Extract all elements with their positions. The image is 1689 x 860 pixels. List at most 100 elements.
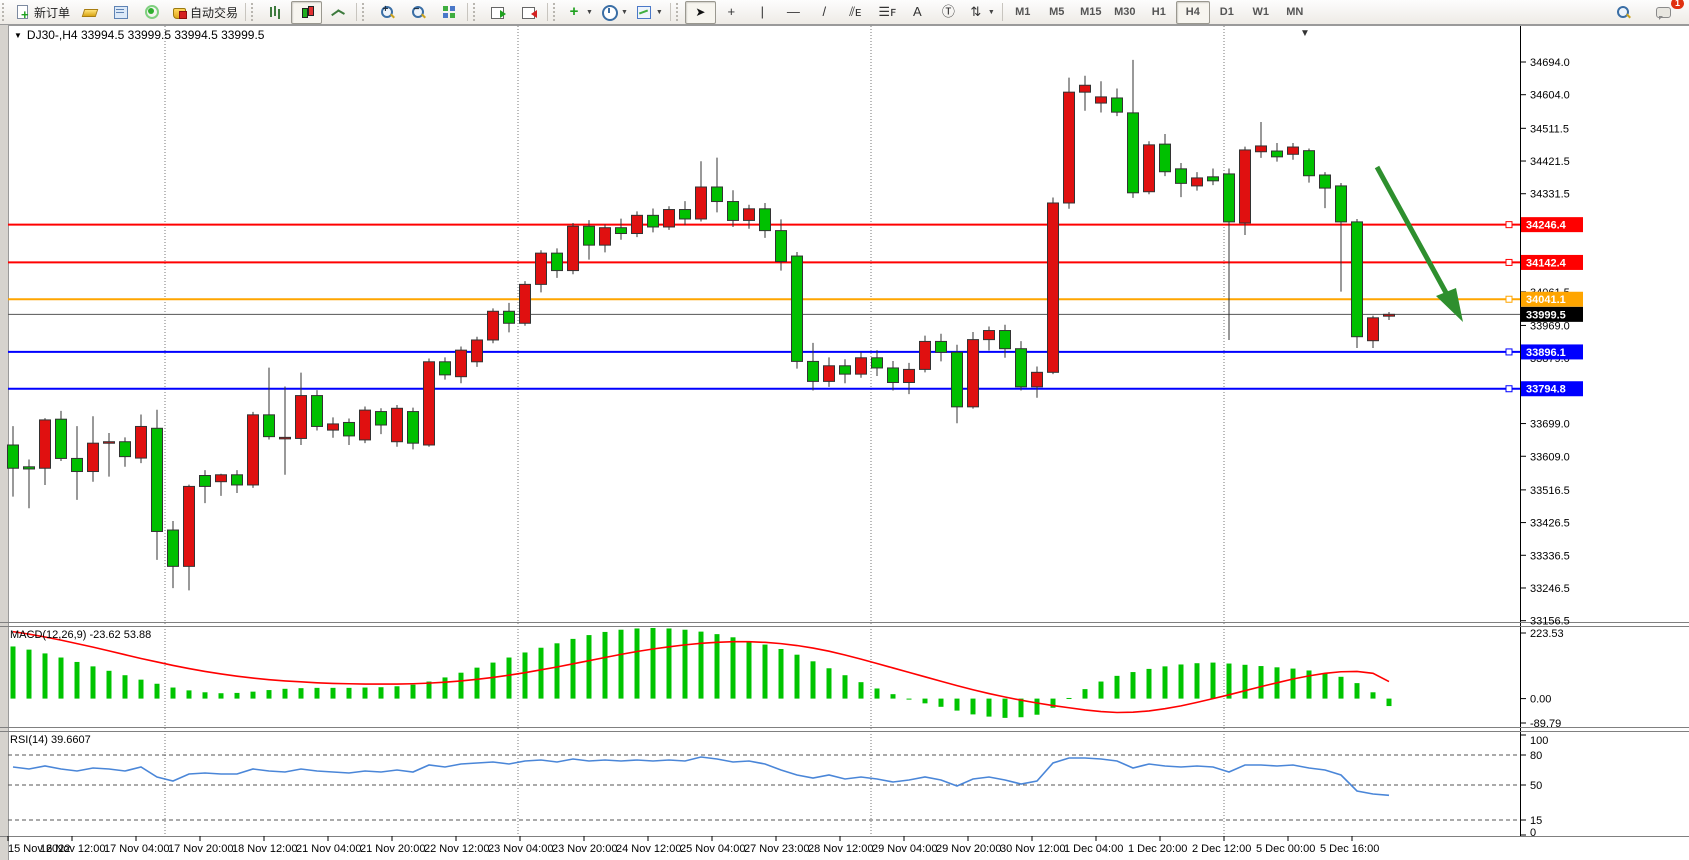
crosshair-button[interactable]: +: [716, 1, 747, 24]
horizontal-level-lines[interactable]: [8, 221, 1520, 393]
text-icon: A: [913, 4, 922, 19]
svg-text:29 Nov 20:00: 29 Nov 20:00: [936, 843, 1001, 855]
svg-text:33969.0: 33969.0: [1530, 320, 1570, 332]
templates-button[interactable]: ▼: [632, 1, 667, 24]
search-button[interactable]: [1607, 1, 1638, 24]
candlestick-chart-button[interactable]: [291, 0, 323, 24]
chart-symbol-period: DJ30-,H4: [26, 28, 78, 42]
svg-text:33336.5: 33336.5: [1530, 550, 1570, 562]
candlestick-series: [7, 59, 1395, 591]
equidistant-channel-button[interactable]: ⫽ᴇ: [840, 1, 871, 24]
chart-title-bar[interactable]: ▼ DJ30-,H4 33994.5 33999.5 33994.5 33999.…: [14, 28, 264, 42]
periods-dropdown-icon[interactable]: ▼: [620, 8, 628, 16]
timeframe-w1-button[interactable]: W1: [1252, 6, 1270, 18]
signals-icon: [144, 4, 160, 20]
bar-chart-button[interactable]: [260, 1, 291, 24]
zoom-out-button[interactable]: −: [402, 1, 433, 24]
svg-text:5 Dec 00:00: 5 Dec 00:00: [1256, 843, 1315, 855]
svg-text:1 Dec 04:00: 1 Dec 04:00: [1064, 843, 1123, 855]
tile-windows-icon: [441, 4, 457, 20]
macd-axis[interactable]: 223.53 0.00 -89.79: [1520, 628, 1564, 730]
arrows-icon: ⇅: [970, 4, 982, 19]
chart-shift-marker[interactable]: ▼: [1300, 28, 1310, 39]
fibonacci-button[interactable]: ☰ꜰ: [871, 1, 902, 24]
svg-text:0.00: 0.00: [1530, 694, 1551, 706]
timeframe-h1-button[interactable]: H1: [1151, 6, 1166, 18]
svg-text:27 Nov 23:00: 27 Nov 23:00: [744, 843, 809, 855]
chart-ohlc-quote: 33994.5 33999.5 33994.5 33999.5: [80, 28, 265, 42]
timeframe-m5-button[interactable]: M5: [1049, 6, 1065, 18]
cursor-button[interactable]: ➤: [684, 0, 716, 24]
rsi-axis[interactable]: 100 80 50 150: [1520, 734, 1548, 839]
tile-windows-button[interactable]: [433, 1, 464, 24]
zoom-in-button[interactable]: +: [371, 1, 402, 24]
horizontal-line-button[interactable]: —: [778, 1, 809, 24]
periods-icon: [601, 4, 618, 21]
svg-text:33609.0: 33609.0: [1530, 451, 1570, 463]
indicators-dropdown-icon[interactable]: ▼: [586, 8, 593, 16]
signals-button[interactable]: [136, 1, 167, 24]
svg-text:17 Nov 20:00: 17 Nov 20:00: [168, 843, 233, 855]
auto-trading-button[interactable]: 自动交易: [167, 1, 242, 24]
macd-label: MACD(12,26,9) -23.62 53.88: [10, 629, 151, 641]
gold-button[interactable]: [74, 1, 105, 24]
toolbar-separator: [547, 3, 549, 21]
arrows-dropdown-icon[interactable]: ▼: [987, 8, 995, 16]
fibonacci-icon: ☰ꜰ: [878, 4, 897, 19]
timeframe-h4-button[interactable]: H4: [1175, 0, 1210, 24]
text-label-button[interactable]: Ⓣ: [933, 1, 964, 24]
crosshair-icon: +: [727, 4, 736, 19]
auto-trading-icon: [171, 4, 188, 20]
timeframe-m30-button[interactable]: M30: [1114, 6, 1136, 18]
chat-icon: [1655, 4, 1672, 20]
bar-chart-icon: [268, 4, 284, 20]
metaeditor-button[interactable]: [105, 1, 136, 24]
auto-trading-label: 自动交易: [190, 5, 239, 20]
svg-text:34604.0: 34604.0: [1530, 90, 1570, 102]
svg-text:2 Dec 12:00: 2 Dec 12:00: [1192, 843, 1251, 855]
vertical-line-button[interactable]: |: [747, 1, 778, 24]
svg-text:25 Nov 04:00: 25 Nov 04:00: [680, 843, 745, 855]
trend-line-button[interactable]: /: [809, 1, 840, 24]
svg-text:34694.0: 34694.0: [1530, 57, 1570, 69]
svg-text:-89.79: -89.79: [1530, 718, 1561, 730]
arrows-button[interactable]: ⇅ ▼: [964, 1, 999, 24]
toolbar-right: 1: [1607, 0, 1684, 24]
line-chart-button[interactable]: [322, 1, 353, 24]
svg-text:33516.5: 33516.5: [1530, 485, 1570, 497]
text-button[interactable]: A: [902, 1, 933, 24]
rsi-label: RSI(14) 39.6607: [10, 734, 91, 746]
svg-text:23 Nov 04:00: 23 Nov 04:00: [488, 843, 553, 855]
timeframe-mn-button[interactable]: MN: [1286, 6, 1304, 18]
indicators-button[interactable]: + ▼: [562, 1, 597, 24]
rsi-pane: RSI(14) 39.6607: [8, 734, 1520, 821]
new-order-label: 新订单: [34, 5, 71, 20]
svg-text:16 Nov 12:00: 16 Nov 12:00: [40, 843, 105, 855]
zoom-in-icon: +: [379, 4, 395, 20]
templates-dropdown-icon[interactable]: ▼: [655, 8, 663, 16]
svg-text:33999.5: 33999.5: [1526, 309, 1566, 321]
trend-arrow-annotation[interactable]: [1374, 165, 1463, 322]
svg-text:15: 15: [1530, 815, 1542, 827]
price-axis[interactable]: 34694.034604.034511.534421.534331.534061…: [1520, 57, 1570, 628]
svg-text:33896.1: 33896.1: [1526, 347, 1566, 359]
timeframe-m1-button[interactable]: M1: [1015, 6, 1031, 18]
timeframe-d1-button[interactable]: D1: [1219, 6, 1234, 18]
chart-background: [0, 24, 1689, 860]
auto-scroll-icon: [490, 4, 506, 20]
chat-button[interactable]: 1: [1648, 0, 1684, 24]
svg-text:34142.4: 34142.4: [1526, 257, 1567, 269]
new-order-button[interactable]: 新订单: [11, 1, 74, 24]
svg-text:34041.1: 34041.1: [1526, 294, 1566, 306]
timeframe-m15-button[interactable]: M15: [1080, 6, 1102, 18]
auto-scroll-button[interactable]: [482, 1, 513, 24]
svg-text:21 Nov 20:00: 21 Nov 20:00: [360, 843, 425, 855]
trend-line-icon: /: [822, 4, 827, 19]
chart-collapse-icon[interactable]: ▼: [14, 31, 22, 40]
periods-button[interactable]: ▼: [597, 1, 632, 24]
chart-shift-button[interactable]: [513, 1, 544, 24]
vertical-line-icon: |: [760, 4, 765, 19]
svg-text:223.53: 223.53: [1530, 628, 1564, 640]
